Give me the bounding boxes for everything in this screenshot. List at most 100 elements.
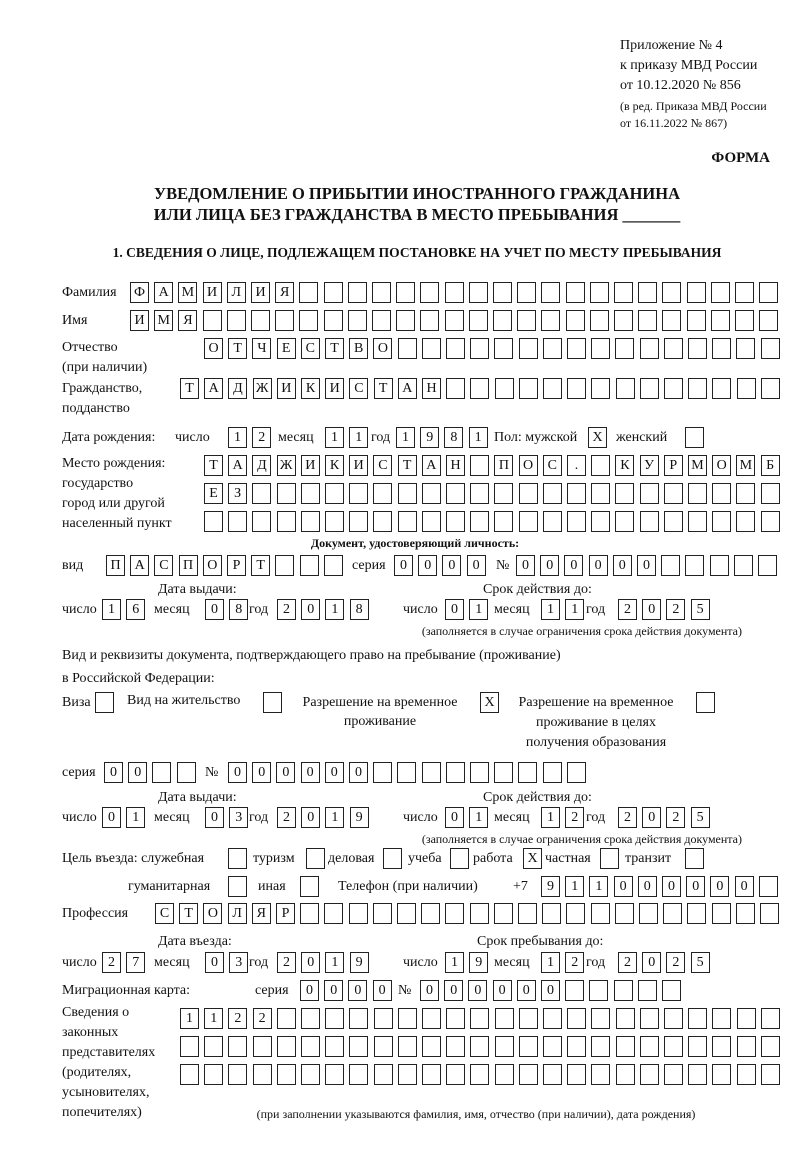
char-cell-citizenship[interactable]: Д <box>228 378 248 399</box>
char-cell-patronymic[interactable] <box>421 338 441 359</box>
char-cell-rep-3[interactable] <box>204 1064 224 1085</box>
char-cell-id-series[interactable]: 0 <box>466 555 486 576</box>
char-cell-id-issue-year[interactable]: 0 <box>301 599 321 620</box>
char-cell-stay-valid-month[interactable]: 1 <box>541 807 560 828</box>
char-cell-patronymic[interactable]: О <box>373 338 393 359</box>
char-cell-profession[interactable] <box>566 903 586 924</box>
char-cell-id-issue-month[interactable]: 8 <box>229 599 249 620</box>
char-cell-citizenship[interactable] <box>664 378 683 399</box>
char-cell-rep-1[interactable] <box>276 1008 296 1029</box>
char-cell-rep-3[interactable] <box>760 1064 780 1085</box>
char-cell-stay-issue-year[interactable]: 9 <box>349 807 369 828</box>
char-cell-rep-3[interactable] <box>712 1064 732 1085</box>
char-cell-patronymic[interactable] <box>663 338 683 359</box>
char-cell-patronymic[interactable] <box>494 338 514 359</box>
char-cell-phone[interactable]: 0 <box>613 876 633 897</box>
char-cell-surname[interactable]: Л <box>226 282 246 303</box>
char-cell-patronymic[interactable] <box>639 338 659 359</box>
char-cell-stay-number[interactable]: 0 <box>228 762 247 783</box>
char-cell-birthplace-3[interactable] <box>325 511 344 532</box>
char-cell-rep-3[interactable] <box>639 1064 659 1085</box>
char-cell-patronymic[interactable]: С <box>300 338 320 359</box>
char-cell-rep-1[interactable] <box>325 1008 345 1029</box>
char-cell-patronymic[interactable]: Т <box>228 338 248 359</box>
char-cell-patronymic[interactable] <box>688 338 707 359</box>
char-cell-stay-number[interactable] <box>373 762 393 783</box>
char-cell-citizenship[interactable] <box>760 378 780 399</box>
char-cell-mig-number[interactable]: 0 <box>492 980 512 1001</box>
char-cell-birth-year[interactable]: 9 <box>420 427 440 448</box>
char-cell-id-number[interactable] <box>758 555 777 576</box>
char-cell-stay-number[interactable] <box>518 762 538 783</box>
char-cell-rep-2[interactable] <box>180 1036 199 1057</box>
char-cell-mig-number[interactable]: 0 <box>516 980 536 1001</box>
char-cell-mig-number[interactable] <box>589 980 609 1001</box>
char-cell-rep-2[interactable] <box>301 1036 320 1057</box>
char-cell-rep-2[interactable] <box>518 1036 538 1057</box>
char-cell-rep-3[interactable] <box>373 1064 393 1085</box>
char-cell-birthplace-2[interactable] <box>373 483 393 504</box>
char-cell-id-kind[interactable]: П <box>106 555 125 576</box>
char-cell-entry-day[interactable]: 2 <box>102 952 121 973</box>
char-cell-id-kind[interactable] <box>275 555 295 576</box>
char-cell-stay-issue-year[interactable]: 2 <box>277 807 296 828</box>
char-cell-rep-2[interactable] <box>567 1036 587 1057</box>
char-cell-birthplace-1[interactable]: П <box>494 455 514 476</box>
char-cell-citizenship[interactable] <box>736 378 756 399</box>
char-cell-patronymic[interactable] <box>567 338 586 359</box>
char-cell-mig-series[interactable]: 0 <box>324 980 344 1001</box>
char-cell-patronymic[interactable] <box>446 338 465 359</box>
char-cell-birthplace-2[interactable]: З <box>228 483 248 504</box>
char-cell-patronymic[interactable]: В <box>349 338 369 359</box>
char-cell-stay-number[interactable] <box>421 762 441 783</box>
char-cell-name[interactable] <box>347 310 367 331</box>
char-cell-surname[interactable] <box>541 282 561 303</box>
char-cell-stay-until-year[interactable]: 2 <box>618 952 637 973</box>
char-cell-birthplace-2[interactable] <box>325 483 344 504</box>
checkbox-doc-visa[interactable] <box>95 692 114 713</box>
char-cell-stay-until-year[interactable]: 0 <box>642 952 662 973</box>
char-cell-profession[interactable] <box>687 903 707 924</box>
char-cell-rep-3[interactable] <box>349 1064 369 1085</box>
char-cell-patronymic[interactable] <box>736 338 756 359</box>
char-cell-birthplace-3[interactable] <box>349 511 369 532</box>
checkbox-purpose-humanitarian[interactable] <box>228 876 247 897</box>
char-cell-citizenship[interactable]: А <box>397 378 417 399</box>
char-cell-id-issue-month[interactable]: 0 <box>205 599 224 620</box>
char-cell-birth-year[interactable]: 1 <box>396 427 415 448</box>
char-cell-rep-1[interactable]: 2 <box>228 1008 248 1029</box>
char-cell-patronymic[interactable] <box>518 338 538 359</box>
char-cell-surname[interactable]: Ф <box>130 282 149 303</box>
char-cell-stay-number[interactable] <box>397 762 417 783</box>
char-cell-patronymic[interactable] <box>615 338 635 359</box>
char-cell-citizenship[interactable]: И <box>276 378 296 399</box>
char-cell-mig-number[interactable]: 0 <box>468 980 488 1001</box>
char-cell-profession[interactable] <box>639 903 658 924</box>
char-cell-name[interactable] <box>323 310 343 331</box>
char-cell-phone[interactable]: 9 <box>541 876 560 897</box>
char-cell-rep-2[interactable] <box>397 1036 417 1057</box>
char-cell-patronymic[interactable]: Е <box>276 338 296 359</box>
checkbox-purpose-study[interactable] <box>450 848 469 869</box>
char-cell-rep-1[interactable] <box>397 1008 417 1029</box>
char-cell-stay-number[interactable] <box>494 762 514 783</box>
char-cell-id-number[interactable]: 0 <box>516 555 535 576</box>
char-cell-rep-2[interactable] <box>639 1036 659 1057</box>
char-cell-birthplace-3[interactable] <box>591 511 611 532</box>
char-cell-rep-3[interactable] <box>252 1064 272 1085</box>
checkbox-purpose-business[interactable] <box>383 848 402 869</box>
char-cell-profession[interactable] <box>760 903 779 924</box>
char-cell-stay-until-day[interactable]: 9 <box>469 952 489 973</box>
char-cell-birthplace-2[interactable] <box>688 483 707 504</box>
char-cell-birthplace-2[interactable] <box>663 483 683 504</box>
char-cell-birthplace-1[interactable]: Т <box>204 455 223 476</box>
char-cell-birthplace-1[interactable]: К <box>325 455 344 476</box>
checkbox-sex-male[interactable]: X <box>588 427 607 448</box>
char-cell-mig-number[interactable] <box>565 980 585 1001</box>
char-cell-stay-issue-day[interactable]: 1 <box>126 807 146 828</box>
char-cell-rep-3[interactable] <box>325 1064 345 1085</box>
char-cell-birthplace-1[interactable]: . <box>567 455 586 476</box>
char-cell-birthplace-1[interactable] <box>591 455 611 476</box>
char-cell-birthplace-1[interactable]: Ж <box>276 455 296 476</box>
char-cell-birthplace-2[interactable] <box>470 483 490 504</box>
